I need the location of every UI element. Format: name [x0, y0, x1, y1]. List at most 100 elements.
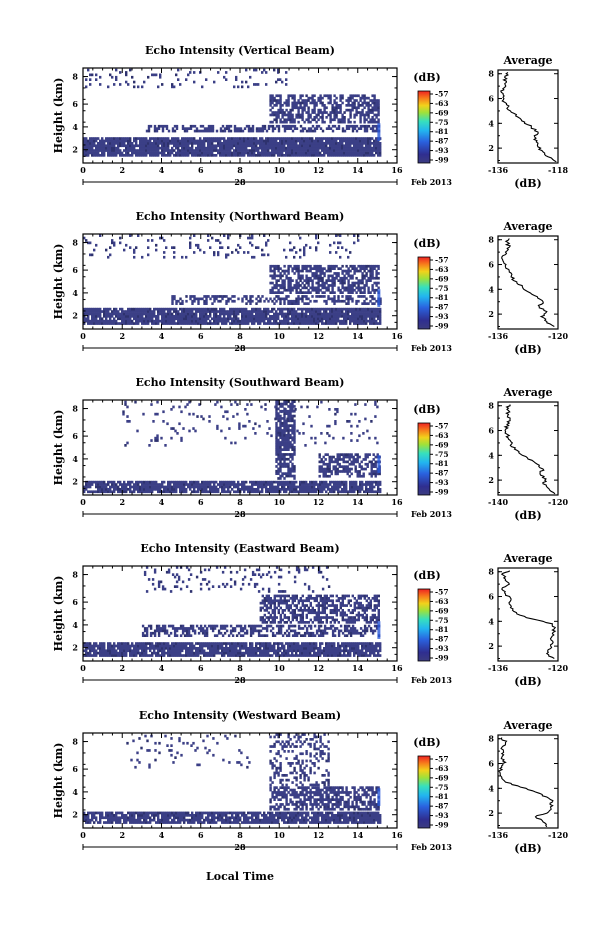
echo-cell: [173, 310, 176, 313]
echo-cell: [107, 149, 110, 152]
echo-cell: [321, 116, 324, 119]
echo-cell: [329, 279, 332, 282]
echo-cell: [349, 116, 352, 119]
echo-cell: [281, 315, 284, 318]
echo-cell: [123, 488, 126, 491]
echo-cell: [283, 455, 286, 459]
echo-cell: [301, 281, 304, 285]
echo-cell: [183, 137, 186, 140]
y-tick-label: 4: [72, 122, 78, 132]
echo-cell: [359, 139, 362, 143]
echo-cell: [337, 154, 340, 157]
echo-cell: [245, 319, 248, 323]
echo-cell: [289, 151, 292, 155]
echo-cell: [261, 129, 265, 133]
echo-cell: [97, 154, 100, 157]
echo-cell: [193, 137, 196, 140]
echo-cell: [216, 424, 219, 428]
echo-cell: [311, 322, 314, 325]
echo-cell: [101, 480, 104, 484]
echo-cell: [201, 480, 204, 484]
echo-cell: [357, 142, 360, 145]
echo-cell: [346, 465, 349, 468]
echo-cell: [355, 113, 358, 117]
echo-cell: [351, 281, 354, 285]
echo-cell: [164, 444, 167, 447]
echo-cell: [155, 142, 158, 145]
echo-cell: [93, 149, 96, 152]
echo-cell: [299, 276, 302, 280]
echo-cell: [143, 307, 146, 311]
echo-cell: [175, 127, 179, 130]
echo-cell: [191, 299, 194, 303]
echo-cell: [255, 68, 258, 72]
echo-cell: [323, 154, 326, 157]
echo-cell: [111, 315, 114, 318]
echo-cell: [353, 312, 356, 316]
echo-cell: [363, 139, 366, 143]
echo-cell: [277, 426, 280, 430]
echo-cell: [195, 485, 198, 489]
echo-cell: [167, 151, 170, 155]
echo-cell: [149, 146, 152, 150]
echo-cell: [317, 154, 320, 157]
echo-cell: [188, 429, 191, 433]
echo-cell: [269, 485, 272, 489]
echo-cell: [161, 144, 164, 148]
echo-cell: [291, 407, 294, 411]
echo-cell: [253, 142, 256, 145]
echo-cell: [189, 319, 192, 323]
echo-cell: [261, 151, 264, 155]
echo-cell: [227, 310, 230, 313]
echo-cell: [355, 276, 358, 280]
echo-cell: [113, 142, 116, 145]
echo-cell: [83, 144, 86, 148]
echo-cell: [329, 99, 332, 102]
echo-cell: [357, 101, 360, 105]
echo-cell: [127, 319, 130, 323]
echo-cell: [336, 453, 339, 456]
echo-cell: [353, 144, 356, 148]
echo-cell: [343, 286, 346, 290]
echo-cell: [215, 146, 218, 150]
echo-cell: [362, 474, 365, 478]
echo-cell: [159, 75, 162, 79]
echo-cell: [203, 151, 206, 155]
echo-cell: [371, 146, 374, 150]
echo-cell: [337, 241, 340, 245]
echo-cell: [157, 142, 160, 145]
echo-cell: [153, 307, 156, 311]
echo-cell: [149, 312, 152, 316]
echo-cell: [339, 299, 342, 303]
echo-cell: [351, 315, 354, 318]
echo-cell: [359, 295, 362, 298]
echo-cell: [119, 322, 122, 325]
echo-cell: [353, 288, 356, 292]
echo-cell: [303, 322, 306, 325]
echo-cell: [185, 151, 188, 155]
echo-cell: [157, 483, 160, 486]
echo-cell: [349, 149, 352, 152]
echo-cell: [331, 310, 334, 313]
echo-cell: [341, 291, 344, 294]
echo-cell: [151, 480, 154, 484]
echo-cell: [339, 142, 342, 145]
echo-cell: [295, 310, 298, 313]
echo-cell: [247, 85, 250, 89]
echo-cell: [303, 154, 306, 157]
echo-cell: [205, 480, 208, 484]
echo-cell: [280, 410, 283, 414]
echo-cell: [367, 139, 370, 143]
echo-cell: [163, 255, 166, 259]
echo-cell: [265, 154, 268, 157]
echo-cell: [245, 151, 248, 155]
echo-cell: [165, 317, 168, 321]
echo-cell: [143, 146, 146, 150]
echo-cell: [189, 307, 192, 311]
echo-cell: [165, 246, 168, 249]
echo-cell: [231, 142, 234, 145]
echo-cell: [279, 144, 282, 148]
echo-cell: [287, 429, 290, 432]
echo-cell: [87, 142, 90, 145]
echo-cell: [173, 255, 176, 259]
